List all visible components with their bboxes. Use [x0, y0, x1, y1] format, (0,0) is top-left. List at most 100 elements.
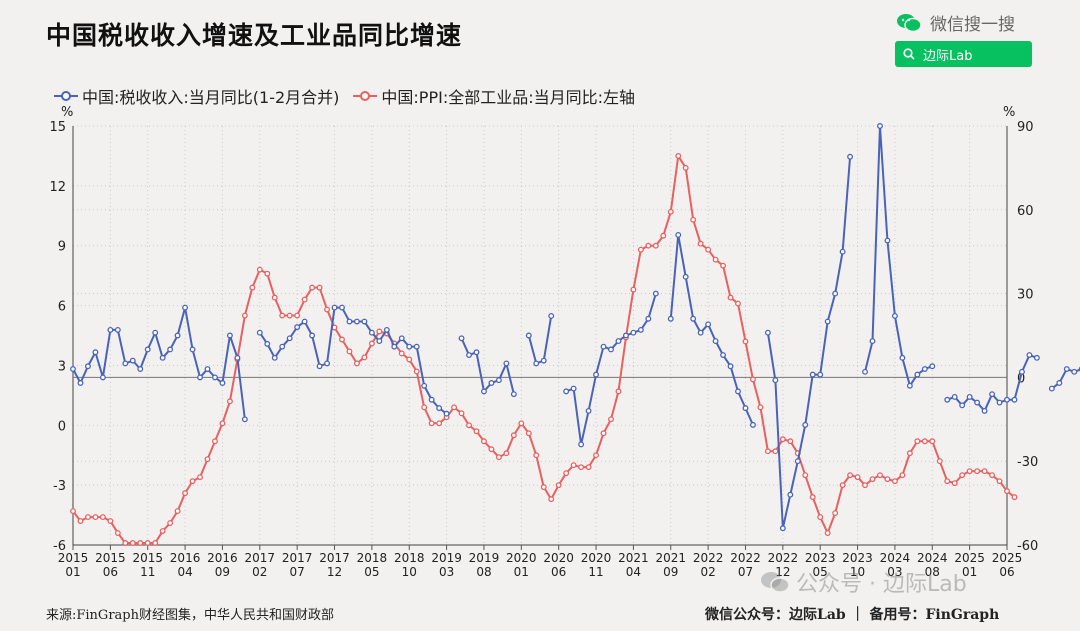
- data-point-tax: [361, 318, 368, 325]
- data-point-tax: [122, 360, 129, 367]
- data-point-ppi: [129, 540, 136, 546]
- x-tick-month: 09: [663, 565, 678, 579]
- legend-marker-tax: [54, 91, 78, 101]
- left-tick-label: 3: [58, 359, 66, 374]
- x-tick-year: 2025: [954, 551, 985, 565]
- data-point-tax: [107, 326, 114, 333]
- wechat-icon: [897, 13, 922, 32]
- data-point-tax: [906, 382, 913, 389]
- x-tick-month: 02: [700, 565, 715, 579]
- x-tick-month: 11: [140, 565, 155, 579]
- data-point-ppi: [376, 328, 383, 335]
- data-point-ppi: [197, 474, 203, 481]
- data-point-tax: [959, 402, 966, 409]
- data-point-ppi: [802, 472, 809, 479]
- x-tick-year: 2016: [170, 551, 201, 565]
- data-point-tax: [742, 405, 749, 412]
- data-point-tax: [809, 371, 816, 378]
- data-point-ppi: [503, 450, 510, 457]
- data-point-tax: [1063, 366, 1070, 372]
- data-point-tax: [1026, 352, 1033, 359]
- data-point-tax: [727, 363, 734, 370]
- data-point-tax: [637, 326, 644, 333]
- data-point-tax: [428, 396, 435, 403]
- data-point-ppi: [466, 422, 472, 429]
- data-point-ppi: [189, 478, 196, 485]
- data-point-ppi: [398, 350, 405, 357]
- data-point-ppi: [809, 494, 816, 501]
- data-point-tax: [540, 357, 547, 364]
- data-point-tax: [406, 343, 413, 350]
- series-line-tax: [864, 125, 933, 389]
- data-point-tax: [869, 338, 876, 345]
- data-point-tax: [466, 352, 472, 359]
- x-tick-year: 2015: [132, 551, 163, 565]
- data-point-ppi: [219, 420, 226, 427]
- data-point-tax: [720, 352, 727, 359]
- legend-label-ppi: 中国:PPI:全部工业品:当月同比:左轴: [381, 88, 635, 107]
- data-point-ppi: [481, 438, 487, 445]
- data-point-ppi: [996, 478, 1003, 485]
- data-point-tax: [1011, 396, 1018, 403]
- x-tick-year: 2021: [618, 551, 649, 565]
- data-point-tax: [884, 237, 891, 244]
- x-tick-year: 2015: [95, 551, 126, 565]
- data-point-ppi: [286, 312, 293, 319]
- data-point-tax: [458, 335, 465, 342]
- data-point-ppi: [436, 420, 443, 427]
- right-tick-label: -60: [1017, 539, 1038, 554]
- data-point-ppi: [906, 450, 913, 457]
- data-point-tax: [503, 360, 510, 367]
- x-tick-year: 2020: [506, 551, 537, 565]
- data-point-tax: [413, 343, 420, 350]
- data-point-ppi: [353, 360, 360, 367]
- x-tick-year: 2017: [319, 551, 350, 565]
- data-point-ppi: [877, 472, 883, 479]
- search-button[interactable]: 边际Lab: [895, 41, 1032, 67]
- data-point-ppi: [951, 480, 958, 487]
- wechat-search-header[interactable]: 微信搜一搜: [896, 10, 1015, 35]
- data-point-tax: [1004, 396, 1010, 403]
- data-point-ppi: [1011, 494, 1018, 501]
- watermark-wechat-icon: [761, 572, 790, 593]
- data-point-tax: [548, 312, 555, 319]
- data-point-ppi: [114, 530, 121, 536]
- x-tick-month: 03: [887, 565, 902, 579]
- wechat-search-label: 微信搜一搜: [930, 15, 1015, 35]
- x-tick-month: 08: [476, 565, 491, 579]
- data-point-tax: [750, 421, 756, 428]
- data-point-tax: [914, 371, 921, 378]
- data-point-tax: [981, 407, 988, 414]
- data-point-tax: [899, 354, 906, 361]
- data-point-ppi: [361, 354, 368, 361]
- data-point-tax: [286, 335, 293, 342]
- data-point-ppi: [869, 476, 876, 483]
- data-point-tax: [383, 326, 390, 333]
- data-point-ppi: [241, 312, 248, 319]
- data-point-tax: [675, 231, 682, 238]
- data-point-ppi: [294, 312, 301, 319]
- data-point-tax: [764, 329, 771, 336]
- x-tick-year: 2020: [581, 551, 612, 565]
- x-tick-month: 12: [775, 565, 790, 579]
- data-point-ppi: [301, 296, 308, 303]
- data-point-ppi: [779, 436, 786, 443]
- data-point-ppi: [339, 336, 345, 343]
- watermark: 公众号 · 边际Lab: [760, 566, 967, 598]
- x-tick-month: 09: [215, 565, 230, 579]
- x-tick-month: 12: [327, 565, 342, 579]
- data-point-ppi: [585, 464, 592, 471]
- data-point-tax: [301, 318, 308, 325]
- data-point-tax: [182, 304, 189, 311]
- x-tick-year: 2020: [543, 551, 574, 565]
- legend-marker-ppi: [353, 91, 378, 101]
- data-point-ppi: [451, 404, 458, 411]
- data-point-tax: [488, 380, 495, 386]
- data-point-ppi: [787, 438, 794, 445]
- data-point-tax: [219, 380, 226, 386]
- data-point-tax: [99, 374, 106, 381]
- x-tick-month: 05: [813, 565, 828, 579]
- data-point-tax: [167, 346, 174, 353]
- data-point-ppi: [540, 484, 547, 491]
- x-tick-year: 2019: [431, 551, 462, 565]
